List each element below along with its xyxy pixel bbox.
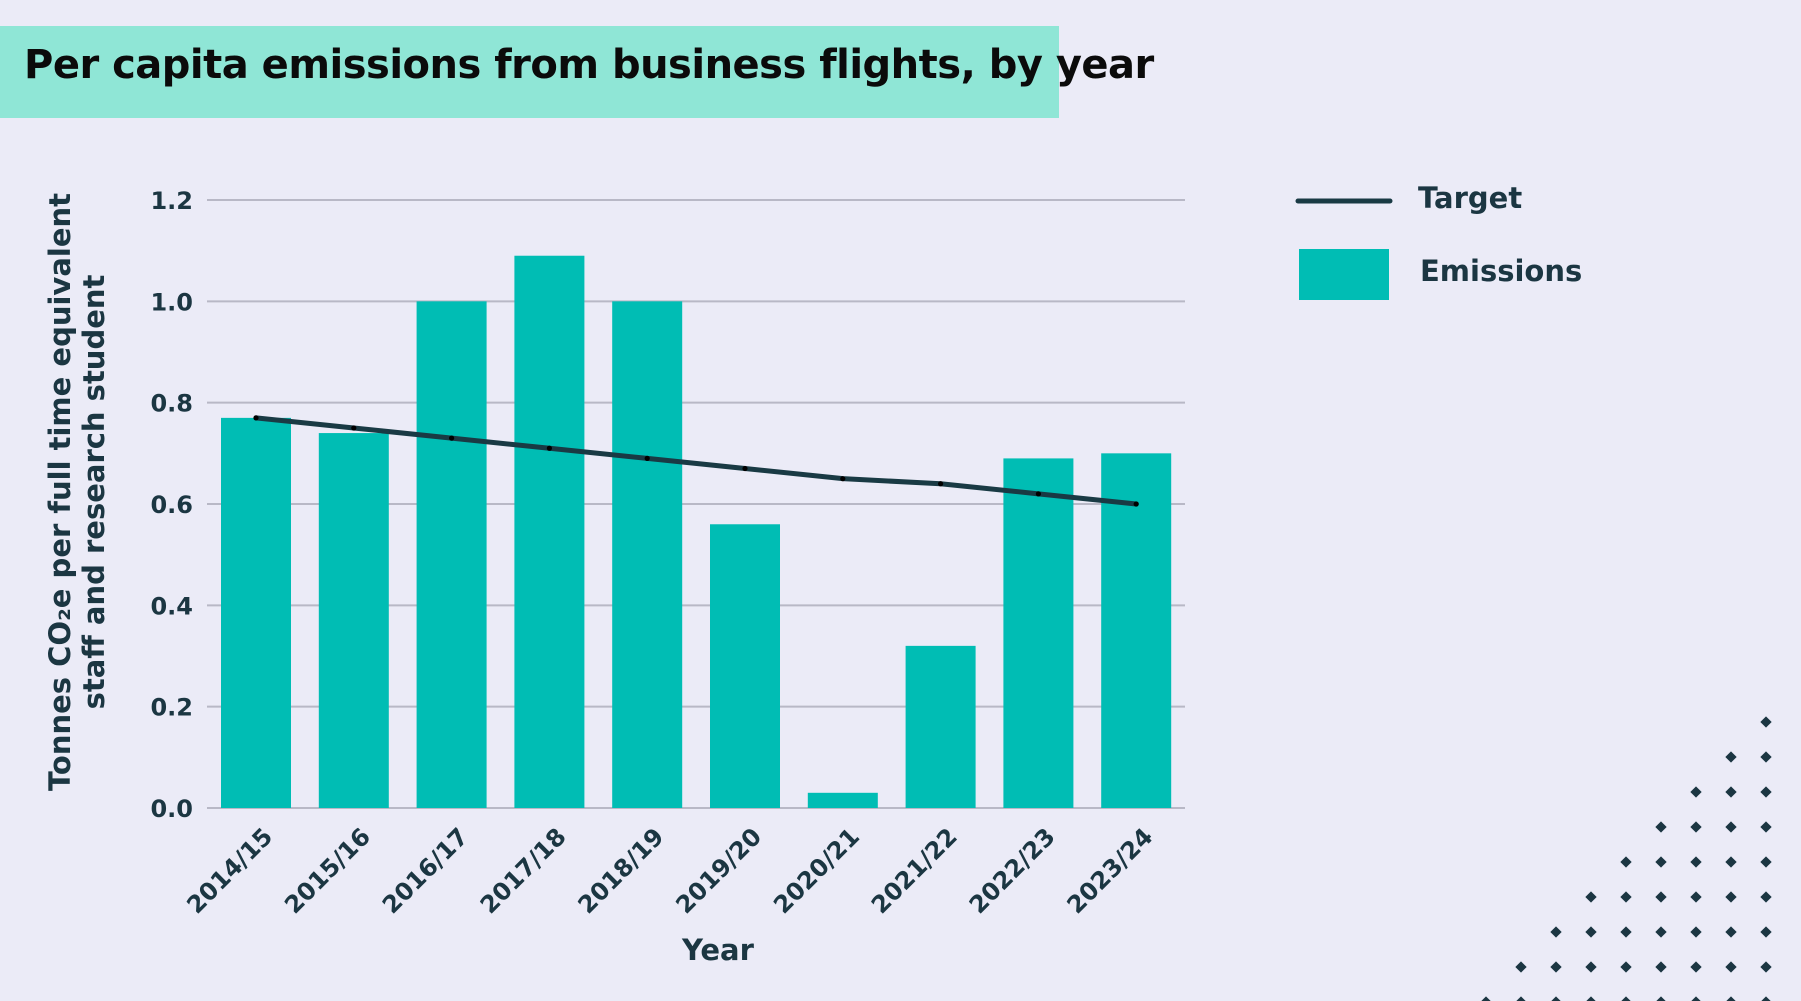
pattern-dot [1515, 961, 1527, 973]
target-point [1133, 501, 1139, 507]
legend-emissions-label: Emissions [1420, 254, 1582, 288]
y-tick-label: 0.4 [150, 592, 193, 620]
pattern-dot [1760, 996, 1772, 1001]
pattern-dot [1585, 891, 1597, 903]
x-tick-label: 2023/24 [1062, 822, 1159, 919]
pattern-dot [1585, 926, 1597, 938]
target-point [1035, 491, 1041, 497]
pattern-dot [1655, 961, 1667, 973]
pattern-dot [1690, 996, 1702, 1001]
pattern-dot [1760, 891, 1772, 903]
pattern-dot [1515, 996, 1527, 1001]
pattern-dot [1655, 926, 1667, 938]
pattern-dot [1760, 856, 1772, 868]
pattern-dot [1690, 821, 1702, 833]
pattern-dot [1550, 961, 1562, 973]
y-tick-label: 1.0 [150, 288, 193, 316]
legend-emissions-swatch [1299, 249, 1389, 300]
bar-2016-17 [416, 301, 487, 808]
x-tick-label: 2021/22 [866, 822, 963, 919]
x-tick-label: 2020/21 [768, 822, 865, 919]
target-line [253, 415, 1139, 507]
target-point [253, 415, 259, 421]
x-axis-title: Year [681, 933, 755, 967]
pattern-dot [1760, 961, 1772, 973]
bar-2017-18 [514, 255, 585, 808]
pattern-dot [1585, 961, 1597, 973]
pattern-dot [1760, 786, 1772, 798]
x-tick-label: 2015/16 [279, 822, 376, 919]
pattern-dot [1480, 996, 1492, 1001]
pattern-dot [1760, 751, 1772, 763]
x-tick-label: 2016/17 [377, 822, 474, 919]
pattern-dot [1655, 891, 1667, 903]
bar-2022-23 [1003, 458, 1074, 808]
pattern-dot [1690, 891, 1702, 903]
bar-2015-16 [318, 433, 389, 808]
pattern-dot [1725, 821, 1737, 833]
target-point [840, 476, 846, 482]
y-tick-label: 0.2 [150, 694, 193, 722]
target-point [449, 435, 455, 441]
pattern-dot [1550, 996, 1562, 1001]
pattern-dot [1620, 926, 1632, 938]
pattern-dot [1690, 961, 1702, 973]
target-line-group [253, 415, 1139, 507]
target-point [351, 425, 357, 431]
pattern-dot [1655, 821, 1667, 833]
target-point [546, 445, 553, 451]
pattern-dot [1620, 891, 1632, 903]
pattern-dot [1725, 856, 1737, 868]
y-axis-title: Tonnes CO₂e per full time equivalent sta… [43, 193, 111, 791]
pattern-dot [1655, 996, 1667, 1001]
pattern-dot [1725, 786, 1737, 798]
y-axis-title-line2: staff and research student [77, 274, 111, 709]
x-tick-label: 2022/23 [964, 822, 1061, 919]
pattern-dot [1620, 961, 1632, 973]
y-tick-label: 0.6 [150, 491, 193, 519]
y-axis-title-line1: Tonnes CO₂e per full time equivalent [43, 193, 77, 791]
pattern-dot [1585, 996, 1597, 1001]
pattern-dot [1620, 996, 1632, 1001]
bar-2014-15 [221, 417, 291, 808]
target-point [644, 455, 650, 461]
x-axis-ticks: 2014/15 2015/16 2016/17 2017/18 2018/19 2019/… [181, 822, 1158, 919]
pattern-dot [1725, 961, 1737, 973]
x-tick-label: 2019/20 [670, 822, 767, 919]
pattern-dot [1725, 751, 1737, 763]
x-tick-label: 2017/18 [475, 822, 572, 919]
legend: Target Emissions [1295, 181, 1582, 300]
bar-2020-21 [807, 792, 878, 808]
bar-2019-20 [710, 524, 780, 808]
pattern-dot [1620, 856, 1632, 868]
x-tick-label: 2014/15 [181, 822, 278, 919]
bar-2023-24 [1101, 453, 1172, 808]
bar-2021-22 [905, 645, 976, 808]
pattern-dot [1760, 716, 1772, 728]
title-band [0, 26, 1059, 118]
target-point [742, 465, 748, 472]
pattern-dot [1690, 786, 1702, 798]
y-tick-label: 1.2 [150, 187, 193, 215]
pattern-dot [1725, 996, 1737, 1001]
pattern-dot [1725, 891, 1737, 903]
decorative-dot-pattern [1480, 716, 1772, 1001]
bar-2018-19 [612, 301, 683, 808]
y-axis-ticks: 0.0 0.2 0.4 0.6 0.8 1.0 1.2 [150, 187, 193, 823]
pattern-dot [1690, 856, 1702, 868]
y-tick-label: 0.8 [150, 390, 193, 418]
target-point [938, 481, 944, 487]
pattern-dot [1760, 821, 1772, 833]
legend-target-label: Target [1418, 181, 1522, 215]
y-tick-label: 0.0 [150, 795, 193, 823]
chart-title: Per capita emissions from business fligh… [24, 42, 1154, 88]
x-tick-label: 2018/19 [573, 822, 670, 919]
pattern-dot [1655, 856, 1667, 868]
bars [221, 255, 1172, 808]
pattern-dot [1690, 926, 1702, 938]
pattern-dot [1760, 926, 1772, 938]
pattern-dot [1725, 926, 1737, 938]
pattern-dot [1550, 926, 1562, 938]
